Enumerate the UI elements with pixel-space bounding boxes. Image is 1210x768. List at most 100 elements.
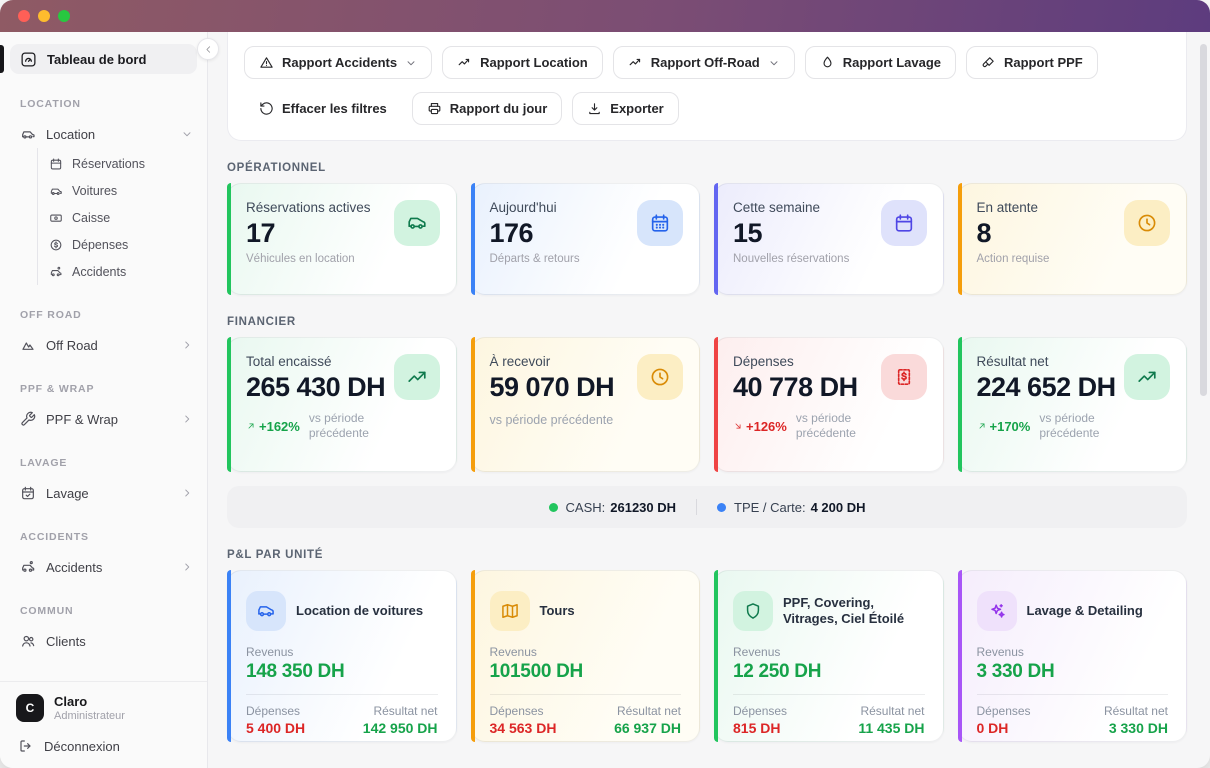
sidebar-item-dashboard[interactable]: Tableau de bord xyxy=(0,44,197,74)
payments-summary-bar: CASH: 261230 DH TPE / Carte: 4 200 DH xyxy=(227,486,1187,528)
card-cette-semaine: Cette semaine 15 Nouvelles réservations xyxy=(714,183,944,295)
banknote-icon xyxy=(50,214,62,222)
stat-value: 40 778 DH xyxy=(733,372,858,402)
sidebar-collapse-button[interactable] xyxy=(197,38,219,60)
printer-icon xyxy=(428,102,441,115)
car-crash-icon xyxy=(50,266,62,276)
stat-value: 15 xyxy=(733,218,763,248)
card-aujourdhui: Aujourd'hui 176 Départs & retours xyxy=(470,183,700,295)
chevron-right-icon xyxy=(185,341,190,349)
card-tours: Tours Revenus 101500 DH Dépenses 34 563 … xyxy=(470,570,700,742)
expenses-value: 34 563 DH xyxy=(489,720,557,736)
divider xyxy=(696,499,698,515)
calendar-icon-tile xyxy=(637,200,683,246)
sidebar-item-location[interactable]: Location xyxy=(0,120,207,148)
dashboard-icon xyxy=(21,51,36,67)
calendar-icon-tile xyxy=(880,200,927,246)
map-icon xyxy=(501,604,518,618)
tpe-value: 4 200 DH xyxy=(810,499,866,515)
car-crash-icon xyxy=(22,561,35,572)
van-icon-tile xyxy=(246,591,286,631)
card-location-voitures: Location de voitures Revenus 148 350 DH … xyxy=(227,570,457,742)
sidebar-item-ppf[interactable]: PPF & Wrap xyxy=(0,405,207,433)
shield-icon-tile xyxy=(733,591,773,631)
cash-summary: CASH: 261230 DH xyxy=(548,500,676,515)
net-value: 142 950 DH xyxy=(362,720,438,736)
change-badge-up: +162% xyxy=(246,419,300,434)
van-icon xyxy=(407,217,426,229)
banknote-icon-tile xyxy=(880,354,927,400)
car-icon xyxy=(50,188,62,195)
change-badge-down: +126% xyxy=(733,419,787,434)
chevron-right-icon xyxy=(185,415,190,423)
sidebar-item-offroad[interactable]: Off Road xyxy=(0,331,207,359)
sidebar-item-accidents[interactable]: Accidents xyxy=(0,553,207,581)
chevron-right-icon xyxy=(185,563,190,571)
clock-icon xyxy=(651,368,669,386)
financial-cards: Total encaissé 265 430 DH +162% vs pério… xyxy=(227,337,1187,472)
card-depenses: Dépenses 40 778 DH +126% vs période préc… xyxy=(714,337,944,472)
close-window-button[interactable] xyxy=(18,10,30,22)
trending-up-icon-tile xyxy=(393,354,440,400)
clock-icon xyxy=(1138,214,1156,232)
minimize-window-button[interactable] xyxy=(38,10,50,22)
rotate-ccw-icon xyxy=(260,102,273,115)
calendar-days-icon xyxy=(651,214,669,232)
trending-up-icon xyxy=(1138,371,1156,382)
users-icon xyxy=(22,635,35,647)
main-content: Rapport Accidents Rapport Location Rappo… xyxy=(208,32,1210,768)
car-icon-tile xyxy=(393,200,440,246)
wrench-icon xyxy=(21,411,36,426)
sidebar-item-accidents-sub[interactable]: Accidents xyxy=(38,258,207,285)
arrow-up-right-icon xyxy=(979,423,984,429)
car-icon xyxy=(22,131,35,139)
stat-value: 176 xyxy=(489,218,534,248)
export-button[interactable]: Exporter xyxy=(572,92,679,125)
stat-value: 265 430 DH xyxy=(246,372,386,402)
sidebar-item-caisse[interactable]: Caisse xyxy=(38,204,207,231)
calendar-icon xyxy=(895,214,912,232)
vertical-scrollbar[interactable] xyxy=(1200,44,1207,396)
section-label-location: LOCATION xyxy=(20,98,81,110)
sidebar-item-lavage[interactable]: Lavage xyxy=(0,479,207,507)
sidebar-item-reservations[interactable]: Réservations xyxy=(38,150,207,177)
avatar: C xyxy=(16,694,44,722)
section-label-ppf: PPF & WRAP xyxy=(20,383,95,395)
stat-value: 8 xyxy=(976,218,992,248)
report-toolbar: Rapport Accidents Rapport Location Rappo… xyxy=(227,32,1187,141)
rapport-offroad-button[interactable]: Rapport Off-Road xyxy=(612,46,795,79)
maximize-window-button[interactable] xyxy=(58,10,70,22)
download-icon xyxy=(589,103,601,115)
user-profile[interactable]: C Claro Administrateur xyxy=(16,694,191,722)
dollar-receipt-icon xyxy=(897,369,910,385)
daily-report-button[interactable]: Rapport du jour xyxy=(411,92,563,125)
card-ppf-covering: PPF, Covering, Vitrages, Ciel Étoilé Rev… xyxy=(714,570,944,742)
net-value: 3 330 DH xyxy=(1108,720,1168,736)
cash-dot-icon xyxy=(548,502,558,512)
stat-value: 224 652 DH xyxy=(976,372,1117,402)
logout-button[interactable]: Déconnexion xyxy=(16,738,191,754)
chevron-down-icon xyxy=(183,132,191,137)
sidebar-item-clients[interactable]: Clients xyxy=(0,627,207,655)
calendar-check-icon xyxy=(22,486,34,500)
net-value: 66 937 DH xyxy=(614,720,681,736)
rapport-ppf-button[interactable]: Rapport PPF xyxy=(966,46,1098,79)
section-label-commun: COMMUN xyxy=(20,605,74,617)
rapport-accidents-button[interactable]: Rapport Accidents xyxy=(244,46,433,79)
revenue-value: 148 350 DH xyxy=(246,661,438,695)
tpe-dot-icon xyxy=(717,502,727,512)
sidebar-item-label: Tableau de bord xyxy=(47,51,147,67)
expenses-value: 0 DH xyxy=(976,720,1009,736)
trending-up-icon-tile xyxy=(1124,354,1170,400)
revenue-value: 12 250 DH xyxy=(733,661,925,695)
titlebar xyxy=(0,0,1210,32)
sidebar-item-voitures[interactable]: Voitures xyxy=(38,177,207,204)
rapport-location-button[interactable]: Rapport Location xyxy=(442,46,603,79)
chevron-down-icon xyxy=(407,60,415,65)
brush-icon xyxy=(982,57,994,68)
clear-filters-button[interactable]: Effacer les filtres xyxy=(244,92,402,125)
rapport-lavage-button[interactable]: Rapport Lavage xyxy=(804,46,956,79)
location-sub-menu: Réservations Voitures Caisse Dépenses Ac… xyxy=(37,148,207,285)
sidebar-item-depenses[interactable]: Dépenses xyxy=(38,231,207,258)
